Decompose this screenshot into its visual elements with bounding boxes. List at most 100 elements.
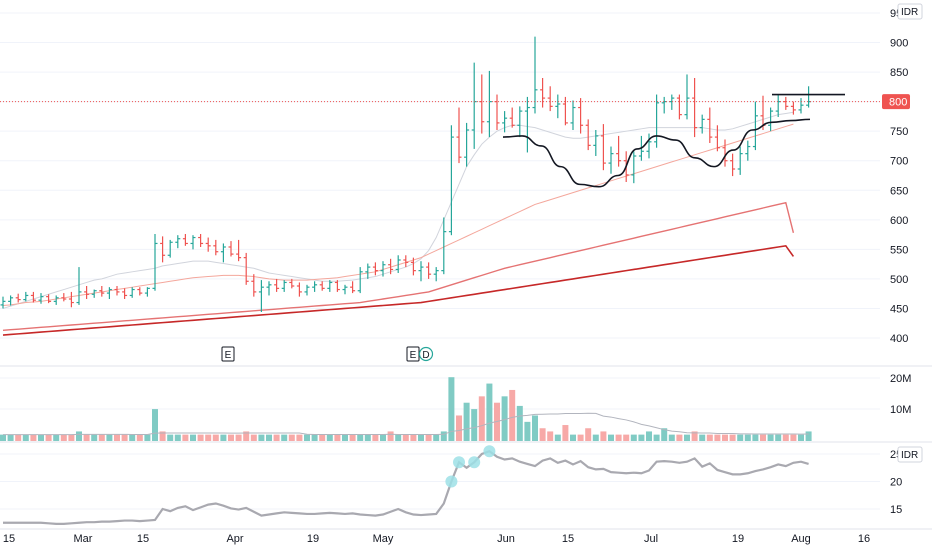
candle bbox=[296, 282, 302, 297]
candle bbox=[585, 119, 591, 151]
volume-bar bbox=[798, 434, 804, 441]
candle bbox=[502, 111, 508, 133]
candle bbox=[99, 286, 105, 297]
candle bbox=[198, 234, 204, 247]
volume-bar bbox=[98, 434, 105, 441]
candle bbox=[15, 293, 21, 303]
volume-bar bbox=[83, 434, 90, 441]
volume-bar bbox=[608, 434, 614, 441]
candle bbox=[578, 98, 584, 134]
candle bbox=[464, 122, 470, 167]
candle bbox=[304, 284, 310, 296]
volume-pane bbox=[0, 377, 812, 441]
price-tick-label: 500 bbox=[890, 274, 908, 286]
volume-bar bbox=[638, 434, 645, 441]
candle bbox=[38, 293, 44, 304]
volume-bar bbox=[387, 431, 394, 441]
volume-bar bbox=[524, 421, 531, 441]
volume-bar bbox=[509, 389, 516, 441]
currency-badge-rsi: IDR bbox=[897, 446, 923, 463]
candle bbox=[372, 262, 378, 276]
volume-bar bbox=[235, 434, 242, 441]
candles bbox=[0, 36, 812, 312]
candle bbox=[213, 239, 219, 256]
earnings-flag[interactable]: E bbox=[406, 346, 420, 362]
candle bbox=[137, 287, 143, 296]
candle bbox=[167, 239, 173, 258]
rsi-highlight-marker bbox=[445, 475, 458, 488]
candle bbox=[448, 125, 454, 236]
candle bbox=[555, 94, 561, 119]
dividend-flag[interactable]: D bbox=[418, 346, 434, 362]
candle bbox=[540, 78, 546, 108]
flag-label: D bbox=[422, 350, 429, 361]
earnings-flag[interactable]: E bbox=[221, 346, 235, 362]
time-tick-label: 16 bbox=[858, 533, 870, 545]
volume-bar bbox=[349, 434, 356, 441]
candle bbox=[676, 94, 682, 120]
time-axis[interactable]: 15 Mar 15 Apr 19 May Jun 15 Jul 19 Aug 16 bbox=[3, 533, 870, 545]
volume-bar bbox=[15, 434, 22, 441]
volume-bar bbox=[296, 434, 303, 441]
volume-bar bbox=[501, 396, 508, 441]
cup-pattern-drawing[interactable] bbox=[502, 93, 845, 188]
volume-bar bbox=[570, 434, 576, 441]
candle bbox=[319, 281, 325, 291]
candle bbox=[714, 125, 720, 152]
volume-bar bbox=[585, 428, 592, 441]
volume-bar bbox=[7, 434, 14, 441]
volume-bar bbox=[661, 428, 668, 441]
candle bbox=[327, 280, 333, 292]
volume-bar bbox=[676, 434, 683, 441]
candle bbox=[114, 286, 120, 296]
rsi-tick-label: 15 bbox=[890, 504, 902, 516]
volume-bar bbox=[76, 431, 82, 441]
volume-bar bbox=[129, 434, 136, 441]
candle bbox=[410, 257, 416, 276]
volume-bar bbox=[456, 415, 462, 441]
candle bbox=[129, 287, 135, 298]
price-tick-label: 400 bbox=[890, 333, 908, 345]
volume-bar bbox=[653, 434, 660, 441]
flag-label: E bbox=[410, 350, 417, 361]
candle bbox=[23, 291, 29, 302]
rsi-currency-label: IDR bbox=[901, 450, 918, 461]
price-tick-label: 750 bbox=[890, 126, 908, 138]
candle bbox=[106, 287, 112, 299]
time-tick-label: 15 bbox=[137, 533, 149, 545]
volume-bar bbox=[68, 434, 75, 441]
candle bbox=[684, 74, 690, 120]
volume-bar bbox=[174, 434, 181, 441]
volume-bar bbox=[600, 431, 607, 441]
volume-bar bbox=[273, 434, 280, 441]
candle bbox=[61, 293, 67, 302]
volume-bar bbox=[516, 405, 523, 441]
volume-bar bbox=[737, 434, 744, 441]
volume-axis[interactable]: 20M 10M bbox=[890, 373, 911, 416]
cup-curve[interactable] bbox=[502, 118, 811, 188]
volume-bar bbox=[319, 434, 326, 441]
volume-bar bbox=[592, 434, 599, 441]
candle bbox=[190, 235, 196, 250]
volume-bar bbox=[782, 434, 789, 441]
volume-bar bbox=[228, 434, 234, 441]
volume-bar bbox=[121, 434, 128, 441]
candle bbox=[281, 280, 287, 292]
volume-bar bbox=[243, 431, 250, 441]
volume-bar bbox=[722, 434, 728, 441]
candle bbox=[68, 291, 74, 308]
volume-bar bbox=[30, 434, 37, 441]
time-tick-label: 15 bbox=[562, 533, 574, 545]
rsi-tick-label: 20 bbox=[890, 477, 902, 489]
candle bbox=[517, 106, 523, 138]
volume-bar bbox=[433, 434, 440, 441]
volume-bar bbox=[266, 434, 272, 441]
candle bbox=[76, 267, 82, 305]
volume-ma-line bbox=[3, 412, 809, 436]
candle bbox=[798, 98, 804, 114]
price-tick-label: 650 bbox=[890, 185, 908, 197]
volume-bar bbox=[805, 431, 812, 441]
volume-bar bbox=[623, 434, 630, 441]
